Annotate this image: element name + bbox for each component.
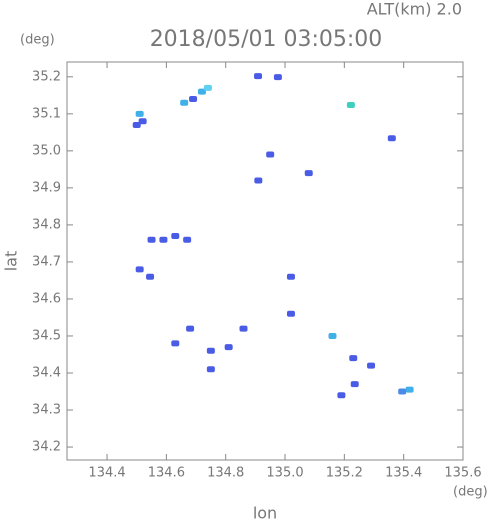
y-tick-label: 35.0 xyxy=(32,143,61,158)
echo-cell xyxy=(286,310,295,317)
y-tick-label: 34.3 xyxy=(32,403,61,418)
chart-title: 2018/05/01 03:05:00 xyxy=(150,27,383,52)
echo-cell xyxy=(349,355,358,362)
altitude-label: ALT(km) 2.0 xyxy=(367,0,462,19)
echo-cell xyxy=(171,340,180,347)
echo-cell xyxy=(189,96,198,103)
echo-cell xyxy=(224,344,233,351)
y-tick-label: 35.2 xyxy=(32,69,61,84)
echo-cell xyxy=(405,386,414,393)
echo-cell xyxy=(138,118,147,125)
x-tick-label: 134.8 xyxy=(207,466,244,481)
x-tick-label: 135.2 xyxy=(326,466,363,481)
echo-cell xyxy=(367,362,376,369)
y-tick-label: 34.8 xyxy=(32,217,61,232)
echo-cell xyxy=(254,177,263,184)
y-tick-label: 34.4 xyxy=(32,365,61,380)
echo-cell xyxy=(159,236,168,243)
echo-cell xyxy=(254,73,263,80)
x-tick-label: 134.6 xyxy=(148,466,185,481)
echo-cell xyxy=(350,381,359,388)
y-tick-label: 34.5 xyxy=(32,328,61,343)
y-tick-label: 34.2 xyxy=(32,440,61,455)
x-tick-label: 135.4 xyxy=(385,466,422,481)
echo-cell xyxy=(135,110,144,117)
echo-cell xyxy=(180,99,189,106)
echo-cell xyxy=(239,325,248,332)
echo-cell xyxy=(132,121,141,128)
echo-cell xyxy=(171,233,180,240)
echo-cell xyxy=(197,88,206,95)
echo-cell xyxy=(387,135,396,142)
echo-cell xyxy=(337,392,346,399)
echo-cell xyxy=(398,388,407,395)
echo-cell xyxy=(186,325,195,332)
echo-cell xyxy=(328,332,337,339)
echo-cell xyxy=(206,347,215,354)
y-tick-label: 34.6 xyxy=(32,291,61,306)
x-tick-label: 134.4 xyxy=(88,466,125,481)
x-tick-label: 135.6 xyxy=(444,466,481,481)
plot-frame xyxy=(66,61,464,461)
echo-cell xyxy=(183,236,192,243)
echo-cell xyxy=(304,170,313,177)
echo-cell xyxy=(135,266,144,273)
echo-cell xyxy=(286,273,295,280)
echo-cell xyxy=(147,236,156,243)
echo-cell xyxy=(346,101,355,108)
y-tick-label: 34.9 xyxy=(32,180,61,195)
y-tick-label: 34.7 xyxy=(32,254,61,269)
echo-cell xyxy=(266,151,275,158)
x-unit: (deg) xyxy=(453,485,488,500)
echo-cell xyxy=(203,84,212,91)
x-tick-label: 135.0 xyxy=(266,466,303,481)
echo-cell xyxy=(206,366,215,373)
x-axis-label: lon xyxy=(253,504,277,521)
y-unit: (deg) xyxy=(20,33,55,48)
y-tick-label: 35.1 xyxy=(32,106,61,121)
y-axis-label: lat xyxy=(2,251,21,272)
echo-cell xyxy=(146,273,155,280)
echo-cell xyxy=(273,74,282,81)
